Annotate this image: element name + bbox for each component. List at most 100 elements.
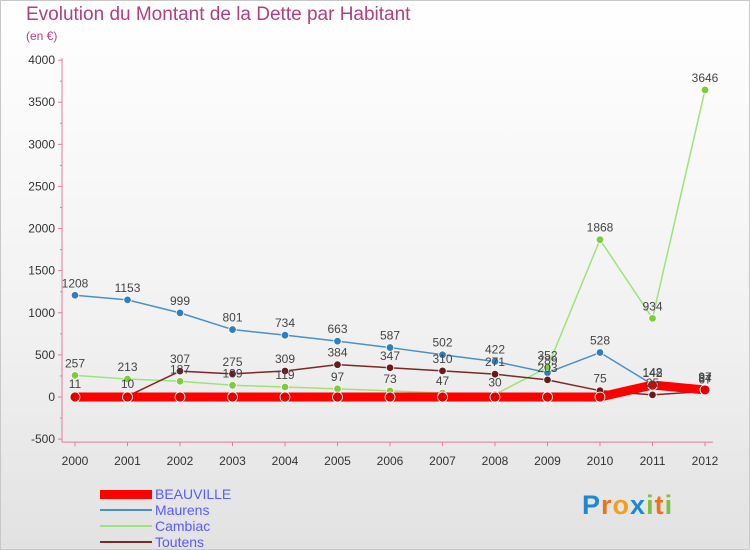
- data-label-toutens: 309: [275, 352, 295, 366]
- data-point-toutens: [438, 366, 447, 376]
- logo-letter: i: [664, 490, 674, 520]
- data-label-cambiac: 97: [331, 370, 345, 384]
- data-point-cambiac: [543, 363, 552, 372]
- data-label-maurens: 148: [642, 366, 662, 380]
- data-labels-layer: 142 84 1208 1153 999 801 734 663 587 502 422 289 528…: [62, 71, 719, 391]
- logo-letter: r: [601, 490, 613, 520]
- data-label-toutens: 11: [69, 377, 82, 391]
- data-label-cambiac: 119: [275, 368, 294, 382]
- data-label-maurens: 1208: [62, 276, 89, 290]
- x-tick-label: 2000: [62, 454, 89, 468]
- data-point-beauville: [437, 391, 448, 403]
- data-label-toutens: 203: [537, 361, 557, 375]
- logo-letter: x: [630, 490, 647, 520]
- y-unit-label: (en €): [26, 29, 58, 43]
- y-tick-label: -500: [31, 432, 55, 446]
- data-point-cambiac: [280, 382, 290, 392]
- data-label-cambiac: 1868: [587, 221, 614, 235]
- y-tick-label: 2000: [28, 222, 55, 236]
- legend-label-maurens: Maurens: [155, 502, 210, 518]
- data-point-beauville: [647, 379, 658, 391]
- data-point-maurens: [70, 291, 80, 300]
- y-tick-label: 2500: [28, 179, 55, 193]
- x-tick-label: 2010: [587, 454, 614, 468]
- x-tick-label: 2012: [692, 454, 719, 468]
- y-tick-label: 3500: [28, 95, 55, 109]
- data-point-toutens: [648, 390, 657, 400]
- y-tick-label: 500: [35, 348, 55, 362]
- data-point-beauville: [279, 391, 291, 403]
- data-point-toutens: [175, 366, 185, 376]
- data-point-beauville: [594, 391, 606, 403]
- x-tick-label: 2004: [272, 454, 299, 468]
- y-tick-label: 3000: [28, 137, 55, 151]
- legend-swatch-beauville: [100, 490, 152, 499]
- data-point-toutens: [490, 369, 500, 379]
- x-tick-label: 2006: [377, 454, 404, 468]
- x-tick-label: 2001: [114, 454, 141, 468]
- x-tick-label: 2008: [482, 454, 509, 468]
- data-point-maurens: [123, 295, 132, 305]
- data-label-maurens: 528: [590, 334, 610, 348]
- data-label-maurens: 422: [485, 342, 505, 356]
- x-tick-label: 2002: [167, 454, 194, 468]
- chart-title: Evolution du Montant de la Dette par Hab…: [26, 4, 411, 25]
- data-point-beauville: [227, 391, 238, 403]
- data-point-maurens: [595, 348, 605, 357]
- data-label-toutens: 75: [593, 372, 607, 386]
- data-point-maurens: [385, 343, 395, 352]
- data-point-cambiac: [70, 371, 80, 380]
- logo-letter: o: [612, 490, 631, 520]
- data-label-cambiac: 187: [170, 362, 190, 376]
- data-label-maurens: 663: [327, 322, 347, 336]
- logo-letter: i: [646, 490, 655, 520]
- data-point-beauville: [174, 391, 186, 403]
- data-point-maurens: [280, 330, 290, 340]
- data-label-maurens: 734: [275, 316, 295, 330]
- data-point-beauville: [69, 391, 81, 403]
- data-label-maurens: 999: [170, 294, 190, 308]
- data-point-maurens: [175, 308, 185, 318]
- data-label-cambiac: 139: [222, 366, 242, 380]
- data-point-toutens: [280, 366, 290, 376]
- data-label-cambiac: 73: [383, 372, 397, 386]
- data-label-cambiac: 213: [117, 360, 137, 374]
- data-point-cambiac: [123, 374, 132, 384]
- data-point-beauville: [332, 391, 343, 403]
- data-label-maurens: 801: [222, 311, 242, 325]
- x-tick-label: 2003: [219, 454, 246, 468]
- chart-axes: -500 0 500 1000 1500 2000 2500 3000 3500 4000 2000…: [28, 53, 718, 468]
- data-label-cambiac: 352: [537, 348, 557, 362]
- data-point-maurens: [333, 336, 342, 346]
- legend-swatch-toutens: [100, 541, 152, 543]
- data-point-cambiac: [228, 381, 237, 390]
- data-label-maurens: 587: [380, 329, 400, 343]
- data-point-cambiac: [648, 314, 657, 323]
- y-tick-label: 1500: [28, 264, 55, 278]
- data-label-toutens: 310: [432, 352, 452, 366]
- data-label-toutens: 67: [698, 372, 712, 386]
- data-point-beauville: [699, 384, 711, 396]
- data-point-beauville: [542, 391, 553, 403]
- data-label-beauville: 84: [698, 371, 712, 385]
- data-point-cambiac: [175, 377, 185, 386]
- data-point-toutens: [333, 360, 342, 369]
- y-tick-label: 1000: [28, 306, 55, 320]
- logo-letter: t: [654, 490, 665, 520]
- data-label-toutens: 10: [121, 377, 135, 391]
- data-point-cambiac: [700, 85, 710, 95]
- proxiti-logo: Proxiti: [582, 490, 673, 521]
- x-tick-label: 2011: [640, 454, 666, 468]
- data-label-toutens: 347: [380, 349, 400, 363]
- legend-label-cambiac: Cambiac: [155, 518, 211, 534]
- legend-swatch-cambiac: [100, 525, 152, 527]
- data-label-toutens: 271: [485, 355, 505, 369]
- data-label-cambiac: 30: [488, 375, 502, 389]
- data-point-beauville: [384, 391, 396, 403]
- data-label-toutens: 307: [170, 352, 190, 366]
- data-point-beauville: [489, 391, 501, 403]
- data-label-maurens: 289: [537, 354, 557, 368]
- data-point-maurens: [228, 325, 237, 334]
- data-point-cambiac: [333, 384, 342, 394]
